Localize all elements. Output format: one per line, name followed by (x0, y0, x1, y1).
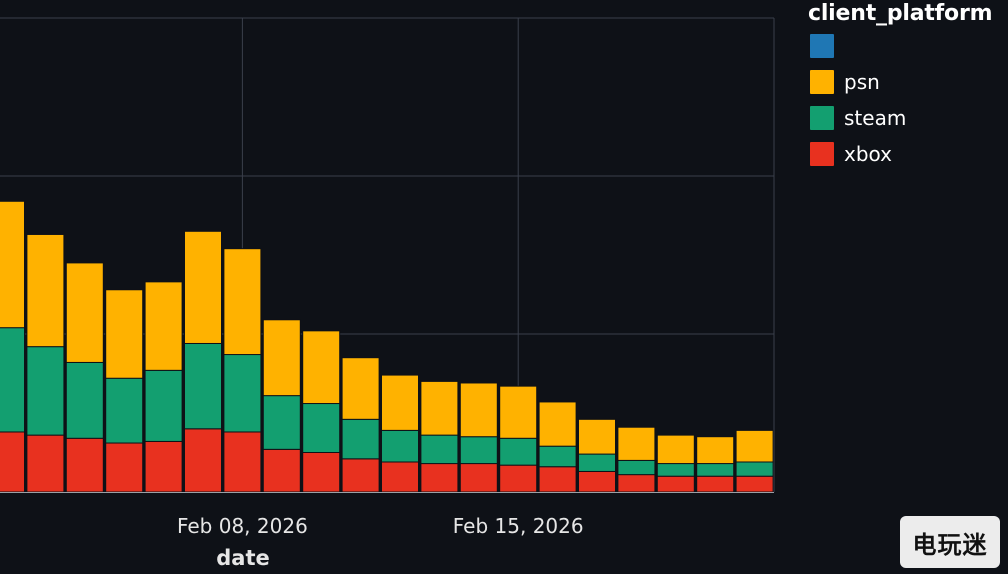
watermark-logo: 电玩迷 (900, 516, 1000, 568)
bar-segment-psn (144, 281, 183, 371)
bar-segment-psn (0, 200, 25, 329)
x-tick-label: Feb 15, 2026 (453, 514, 584, 538)
bar-segment-steam (735, 461, 774, 477)
bar-segment-xbox (420, 463, 459, 493)
bar-segment-xbox (262, 448, 301, 493)
bar-segment-psn (420, 380, 459, 436)
bar-segment-psn (617, 426, 656, 461)
bar-segment-steam (617, 459, 656, 476)
legend-label: psn (844, 70, 880, 94)
bar-segment-xbox (144, 440, 183, 493)
bar-segment-psn (656, 434, 695, 465)
bar-segment-xbox (459, 463, 498, 493)
watermark-text: 电玩迷 (912, 530, 988, 559)
legend-item-xbox[interactable]: xbox (808, 136, 1008, 172)
bar-segment-xbox (65, 437, 104, 493)
bar-segment-steam (459, 436, 498, 465)
bar-segment-xbox (26, 434, 65, 493)
bar-segment-xbox (381, 461, 419, 493)
bar-segment-xbox (223, 431, 262, 493)
bar-segment-steam (105, 377, 144, 444)
bar-segment-steam (65, 361, 104, 439)
bar-segment-xbox (656, 475, 695, 493)
legend-swatch (810, 70, 834, 94)
legend-item-blank[interactable] (808, 28, 1008, 64)
bar-segment-steam (144, 369, 183, 442)
bar-segment-psn (65, 262, 104, 363)
legend-item-steam[interactable]: steam (808, 100, 1008, 136)
bar-segment-steam (420, 434, 459, 465)
bar-segment-steam (302, 403, 341, 453)
x-axis-title: date (216, 546, 269, 570)
bar-segment-steam (499, 437, 538, 466)
bar-segment-psn (578, 418, 616, 455)
legend-swatch (810, 106, 834, 130)
bar-segment-psn (302, 330, 341, 405)
bar-segment-psn (538, 401, 577, 447)
bar-segment-psn (223, 248, 262, 356)
bar-segment-xbox (578, 470, 616, 493)
bar-segment-xbox (184, 428, 222, 493)
bar-segment-steam (341, 418, 380, 460)
legend-item-psn[interactable]: psn (808, 64, 1008, 100)
bar-segment-psn (105, 289, 144, 379)
bar-segment-steam (184, 342, 222, 430)
bar-segment-psn (262, 319, 301, 397)
bar-segment-steam (262, 395, 301, 450)
bar-segment-xbox (499, 464, 538, 493)
bar-segment-steam (696, 463, 735, 477)
legend-title: client_platform (808, 1, 993, 26)
bar-segment-psn (459, 382, 498, 438)
bar-segment-psn (341, 357, 380, 420)
bar-segment-psn (499, 385, 538, 439)
legend-swatch (810, 142, 834, 166)
bar-segment-steam (381, 429, 419, 463)
bar-segment-psn (26, 233, 65, 348)
bar-segment-psn (735, 429, 774, 463)
bar-segment-steam (538, 445, 577, 468)
bar-segment-psn (184, 230, 222, 344)
bar-segment-xbox (0, 431, 25, 493)
legend-label: xbox (844, 142, 892, 166)
bar-segment-xbox (538, 466, 577, 493)
bar-segment-steam (578, 453, 616, 472)
legend-items: psn steam xbox (808, 28, 1008, 172)
bar-segment-xbox (735, 475, 774, 493)
legend-swatch (810, 34, 834, 58)
bar-segment-steam (656, 463, 695, 477)
legend-label: steam (844, 106, 907, 130)
bar-segment-psn (696, 436, 735, 465)
bar-segment-psn (381, 374, 419, 431)
legend: client_platform psn steam xbox (808, 0, 1008, 172)
bar-segment-steam (26, 346, 65, 436)
bar-segment-xbox (341, 458, 380, 493)
bar-segment-xbox (105, 442, 144, 493)
bar-segment-xbox (696, 475, 735, 493)
x-tick-label: Feb 08, 2026 (177, 514, 308, 538)
bar-segment-xbox (617, 474, 656, 493)
bar-segment-xbox (302, 452, 341, 493)
bar-segment-steam (223, 354, 262, 433)
bar-segment-steam (0, 327, 25, 433)
